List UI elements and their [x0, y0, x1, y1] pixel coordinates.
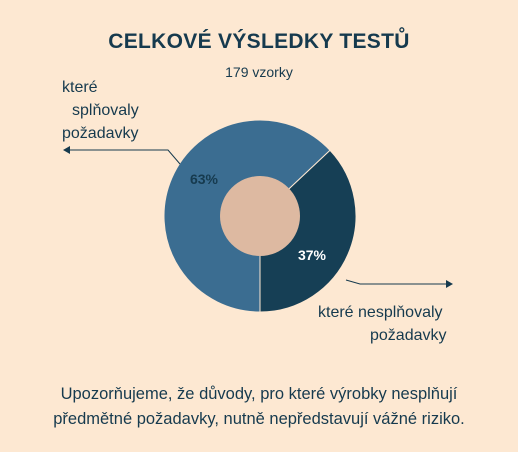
legend-label-unmet: které nesplňovaly požadavky: [318, 301, 447, 347]
chart-title: CELKOVÉ VÝSLEDKY TESTŮ: [108, 30, 410, 53]
leader-line-met: [63, 146, 181, 165]
donut-center: [220, 176, 300, 256]
label-line: které nesplňovaly: [318, 304, 443, 321]
slice-value-label: 63%: [190, 171, 219, 187]
label-line: které: [62, 79, 98, 96]
slice-value-label: 37%: [298, 247, 327, 263]
footnote: Upozorňujeme, že důvody, pro které výrob…: [0, 382, 518, 432]
label-line: požadavky: [370, 327, 447, 344]
chart-subtitle: 179 vzorky: [225, 64, 293, 80]
leader-line-unmet: [345, 279, 453, 288]
footnote-line: Upozorňujeme, že důvody, pro které výrob…: [60, 385, 458, 403]
footnote-line: předmětné požadavky, nutně nepředstavují…: [53, 410, 465, 428]
legend-label-met: které splňovaly požadavky: [62, 76, 139, 145]
label-line: splňovaly: [72, 102, 139, 119]
label-line: požadavky: [62, 125, 139, 142]
donut-slice: [259, 149, 357, 313]
